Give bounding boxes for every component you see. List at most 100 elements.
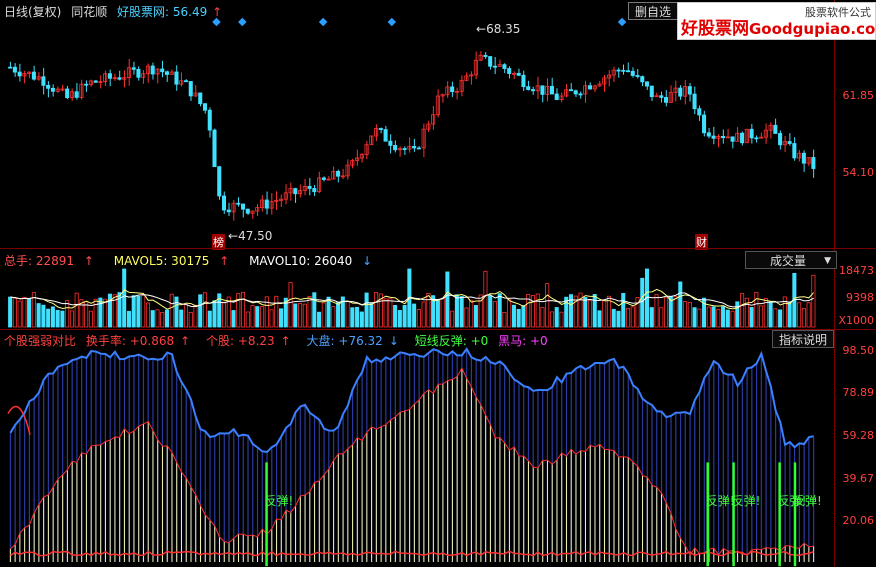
volume-bar: [317, 311, 322, 328]
remove-favorite-button[interactable]: 删自选: [628, 2, 679, 20]
candle-body: [293, 188, 298, 195]
candle-body: [811, 157, 816, 169]
candle-body: [759, 136, 764, 139]
volume-bar: [488, 295, 493, 328]
volume-bar: [483, 270, 488, 328]
volume-bar: [806, 302, 811, 328]
volume-bar: [88, 310, 93, 328]
volume-bar: [616, 310, 621, 328]
candle-body: [687, 86, 692, 95]
candle-body: [492, 65, 497, 68]
candle-body: [768, 124, 773, 131]
candle-body: [288, 188, 293, 194]
candle-body: [336, 170, 341, 177]
volume-bar: [692, 307, 697, 328]
volume-bar: [649, 307, 654, 328]
volume-bar: [611, 308, 616, 328]
candle-body: [473, 59, 478, 76]
candle-body: [697, 108, 702, 116]
volume-bar: [250, 305, 255, 328]
candle-body: [112, 77, 117, 80]
candle-body: [274, 200, 279, 203]
candle-body: [464, 75, 469, 81]
candle-body: [126, 67, 131, 79]
candle-body: [540, 85, 545, 95]
volume-bar: [393, 304, 398, 328]
volume-chart: [8, 268, 816, 328]
candle-body: [678, 87, 683, 97]
volume-bar: [654, 294, 659, 328]
volume-bar: [279, 308, 284, 328]
volume-bar: [293, 303, 298, 328]
marker-rank[interactable]: 榜: [212, 234, 225, 250]
period-label[interactable]: 日线(复权): [4, 5, 62, 19]
candle-body: [578, 93, 583, 96]
volume-bar: [706, 306, 711, 328]
volume-bar: [302, 303, 307, 328]
ind-axis-tick-1: 98.50: [842, 344, 875, 357]
indicator-help-button[interactable]: 指标说明: [772, 330, 834, 348]
volume-bar: [744, 297, 749, 328]
candle-body: [659, 95, 664, 98]
volume-bar: [664, 297, 669, 328]
volume-bar: [511, 304, 516, 328]
volume-bar: [260, 306, 265, 328]
volume-bar: [269, 309, 274, 328]
marker-finance[interactable]: 财: [695, 234, 708, 250]
volume-bar: [568, 294, 573, 328]
candle-body: [554, 93, 559, 100]
volume-bar: [36, 303, 41, 328]
candle-body: [716, 136, 721, 139]
ind-axis-tick-4: 39.67: [842, 472, 875, 485]
volume-bar: [288, 282, 293, 328]
candle-body: [806, 157, 811, 164]
volume-bar: [79, 299, 84, 328]
candle-body: [559, 95, 564, 100]
volume-bar: [759, 305, 764, 328]
volume-bar: [725, 309, 730, 328]
candle-body: [207, 109, 212, 131]
high-value: 68.35: [486, 22, 521, 36]
volume-bar: [217, 293, 222, 328]
candle-body: [568, 89, 573, 92]
low-value: 47.50: [238, 229, 273, 243]
volume-bar: [31, 292, 36, 328]
volume-bar: [573, 295, 578, 328]
volume-bar: [535, 293, 540, 328]
volume-bar: [621, 292, 626, 328]
volume-bar: [554, 307, 559, 328]
volume-bar: [50, 306, 55, 328]
chevron-down-icon: ▼: [824, 256, 831, 266]
candle-body: [202, 103, 208, 111]
volume-bar: [41, 304, 46, 328]
volume-bar: [644, 268, 650, 328]
left-signal-curve: [7, 405, 31, 435]
separator-1: [0, 248, 876, 249]
candle-body: [587, 85, 593, 90]
candle-body: [497, 64, 502, 67]
volume-bar: [98, 297, 103, 328]
candle-body: [136, 68, 141, 78]
candle-body: [507, 68, 512, 74]
candle-body: [526, 86, 531, 90]
volume-bar: [773, 308, 778, 328]
candle-body: [179, 80, 184, 85]
volume-bar: [207, 310, 212, 328]
volume-bar: [160, 312, 165, 328]
volume-bar: [69, 310, 74, 328]
volume-bar: [378, 293, 383, 328]
volume-bar: [321, 302, 326, 328]
candle-body: [65, 88, 70, 99]
indicator-select[interactable]: 成交量 ▼: [745, 251, 837, 269]
volume-bar: [702, 297, 707, 328]
volume-bar: [122, 268, 127, 328]
total-volume: 总手: 22891 ↑: [4, 254, 94, 268]
candle-body: [27, 71, 32, 74]
volume-bar: [131, 295, 136, 328]
candle-body: [469, 74, 474, 77]
volume-bar: [625, 307, 631, 328]
candle-body: [283, 192, 288, 200]
candle-body: [12, 66, 17, 73]
volume-bar: [331, 306, 336, 328]
candle-body: [393, 145, 398, 151]
